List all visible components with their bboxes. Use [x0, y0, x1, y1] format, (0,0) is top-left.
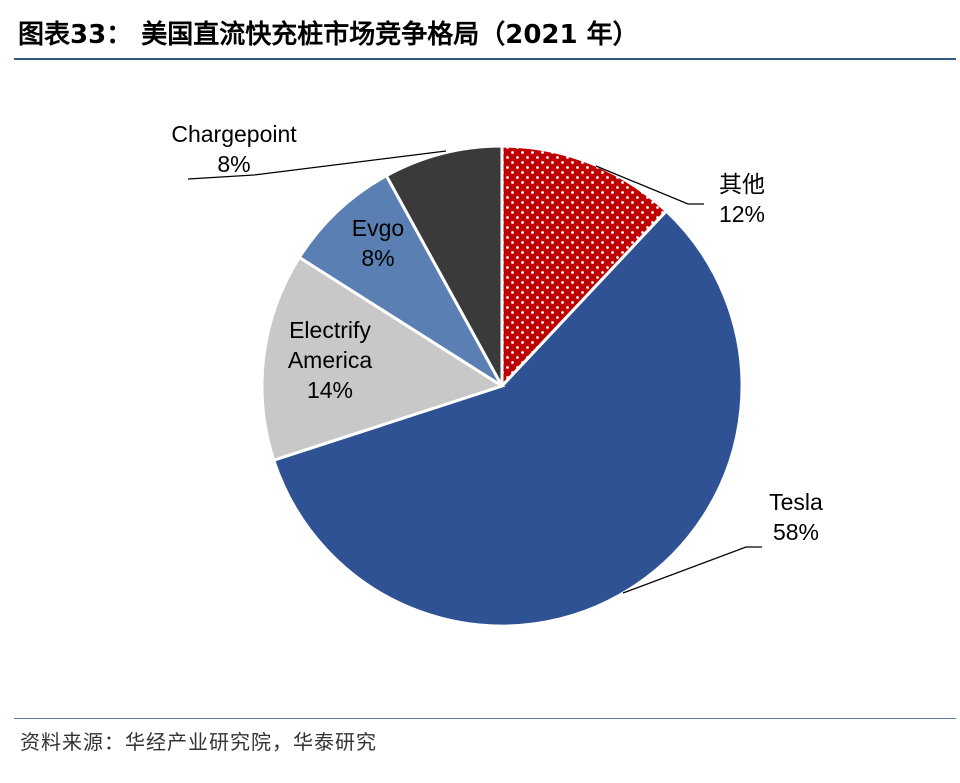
- source-note: 资料来源：华经产业研究院，华泰研究: [20, 730, 377, 754]
- figure-title: 图表33： 美国直流快充桩市场竞争格局（2021 年）: [18, 20, 639, 50]
- pie-slice-tesla: [271, 208, 744, 628]
- pie-slice-evgo: [297, 173, 504, 388]
- slice-value-evgo: 8%: [361, 245, 394, 271]
- slice-name-chargepoint: Chargepoint: [171, 121, 297, 147]
- slice-label-other: 其他 12%: [719, 171, 765, 227]
- leader-line-chargepoint: [187, 150, 447, 180]
- slice-label-chargepoint: Chargepoint 8%: [171, 121, 297, 177]
- pie-slice-other: [500, 144, 669, 390]
- pie-slice-chargepoint: [384, 144, 504, 387]
- slice-label-electrify: Electrify America 14%: [288, 317, 373, 403]
- slice-name-other: 其他: [719, 171, 765, 197]
- leader-line-tesla: [622, 546, 762, 594]
- slice-name-electrify: Electrify: [289, 317, 371, 343]
- slice-value-other: 12%: [719, 201, 765, 227]
- source-rule: [14, 718, 956, 719]
- leader-line-other: [595, 165, 704, 205]
- slice-label-tesla: Tesla 58%: [769, 489, 823, 545]
- slice-name-evgo: Evgo: [352, 215, 404, 241]
- slice-value-electrify: 14%: [307, 377, 353, 403]
- slice-name-electrify: America: [288, 347, 373, 373]
- title-rule: [14, 58, 956, 60]
- slice-value-tesla: 58%: [773, 519, 819, 545]
- pie-slice-electrify: [260, 255, 506, 463]
- slice-name-tesla: Tesla: [769, 489, 823, 515]
- slice-label-evgo: Evgo 8%: [352, 215, 404, 271]
- slice-value-chargepoint: 8%: [217, 151, 250, 177]
